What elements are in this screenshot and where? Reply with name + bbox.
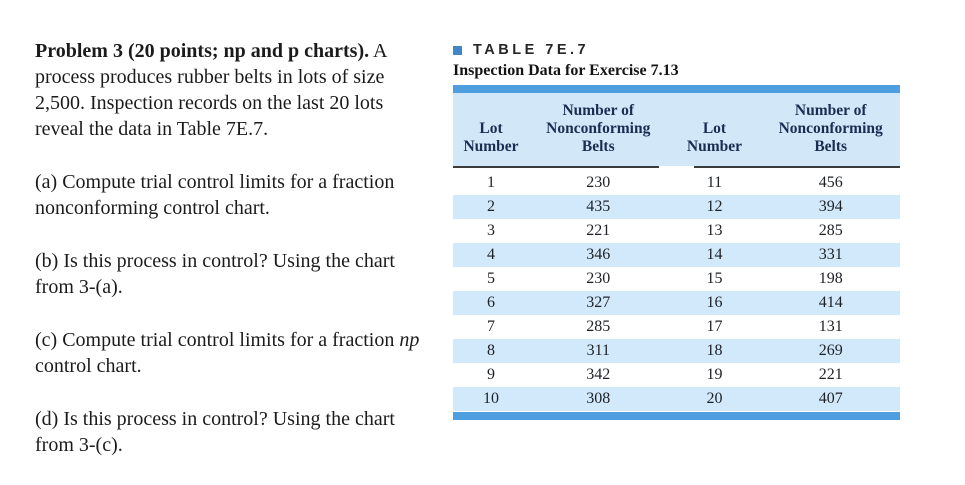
table-row: 8 311 18 269 xyxy=(453,339,900,363)
table-row: 1 230 11 456 xyxy=(453,171,900,195)
header-underline-gap xyxy=(659,166,695,168)
cell-lot: 7 xyxy=(486,318,495,335)
table-row: 9 342 19 221 xyxy=(453,363,900,387)
cell-lot: 15 xyxy=(706,270,723,287)
problem-part-b: (b) Is this process in control? Using th… xyxy=(35,250,395,298)
header-underline-left xyxy=(453,166,659,168)
problem-part-c: (c) Compute trial control limits for a f… xyxy=(35,327,437,379)
part-c-np: np xyxy=(399,329,420,351)
table-row: 2 435 12 394 xyxy=(453,195,900,219)
header-nonconforming-belts-1: Number of Nonconforming Belts xyxy=(546,102,651,155)
cell-lot: 8 xyxy=(486,342,495,359)
table-row: 10 308 20 407 xyxy=(453,387,900,411)
cell-belts: 131 xyxy=(818,318,843,335)
problem-part-a: (a) Compute trial control limits for a f… xyxy=(35,171,395,219)
table-caption: Inspection Data for Exercise 7.13 xyxy=(453,62,679,79)
table-header-row: Lot Number Number of Nonconforming Belts… xyxy=(453,93,900,166)
cell-belts: 331 xyxy=(818,246,843,263)
cell-belts: 285 xyxy=(818,222,843,239)
table-row: 3 221 13 285 xyxy=(453,219,900,243)
table-row: 6 327 16 414 xyxy=(453,291,900,315)
cell-lot: 4 xyxy=(486,246,495,263)
cell-belts: 221 xyxy=(818,366,843,383)
cell-belts: 230 xyxy=(586,270,611,287)
table-body: 1 230 11 456 2 435 12 394 3 221 13 285 4… xyxy=(453,168,900,411)
header-lot-number-1: Lot Number xyxy=(463,120,519,155)
problem-title: Problem 3 (20 points; np and p charts). xyxy=(35,40,370,62)
cell-lot: 16 xyxy=(706,294,723,311)
cell-belts: 346 xyxy=(586,246,611,263)
cell-belts: 456 xyxy=(818,174,843,191)
cell-belts: 308 xyxy=(586,390,611,407)
header-underline-right xyxy=(694,166,900,168)
table-top-bar xyxy=(453,85,900,93)
problem-statement: Problem 3 (20 points; np and p charts). … xyxy=(35,38,437,485)
cell-belts: 342 xyxy=(586,366,611,383)
cell-lot: 17 xyxy=(706,318,723,335)
cell-lot: 5 xyxy=(486,270,495,287)
header-underline xyxy=(453,166,900,168)
cell-lot: 18 xyxy=(706,342,723,359)
cell-belts: 394 xyxy=(818,198,843,215)
cell-lot: 9 xyxy=(486,366,495,383)
table-row: 7 285 17 131 xyxy=(453,315,900,339)
table-bottom-bar xyxy=(453,412,900,420)
square-bullet-icon xyxy=(453,45,462,55)
table-7e7: TABLE 7E.7 Inspection Data for Exercise … xyxy=(453,42,900,420)
cell-belts: 221 xyxy=(586,222,611,239)
part-c-suffix: control chart. xyxy=(35,355,142,377)
header-lot-number-2: Lot Number xyxy=(686,120,743,155)
cell-belts: 311 xyxy=(586,342,610,359)
cell-belts: 414 xyxy=(818,294,843,311)
problem-intro-text: A process produces rubber belts in lots … xyxy=(35,40,387,140)
cell-lot: 3 xyxy=(486,222,495,239)
cell-belts: 230 xyxy=(586,174,611,191)
cell-lot: 19 xyxy=(706,366,723,383)
table-label-row: TABLE 7E.7 xyxy=(453,42,900,58)
cell-lot: 14 xyxy=(706,246,723,263)
problem-intro-paragraph: Problem 3 (20 points; np and p charts). … xyxy=(35,38,437,142)
cell-belts: 435 xyxy=(586,198,611,215)
table-row: 4 346 14 331 xyxy=(453,243,900,267)
problem-part-d: (d) Is this process in control? Using th… xyxy=(35,408,395,456)
part-c-prefix: (c) Compute trial control limits for a f… xyxy=(35,329,400,351)
cell-lot: 13 xyxy=(706,222,723,239)
cell-lot: 11 xyxy=(706,174,723,191)
cell-lot: 10 xyxy=(482,390,499,407)
cell-lot: 20 xyxy=(706,390,723,407)
cell-lot: 2 xyxy=(486,198,495,215)
header-nonconforming-belts-2: Number of Nonconforming Belts xyxy=(778,102,883,155)
table-row: 5 230 15 198 xyxy=(453,267,900,291)
table-label: TABLE 7E.7 xyxy=(473,42,590,58)
cell-lot: 1 xyxy=(486,174,495,191)
cell-lot: 6 xyxy=(486,294,495,311)
cell-belts: 269 xyxy=(818,342,843,359)
cell-belts: 407 xyxy=(818,390,843,407)
cell-belts: 327 xyxy=(586,294,611,311)
cell-lot: 12 xyxy=(706,198,723,215)
cell-belts: 285 xyxy=(586,318,611,335)
cell-belts: 198 xyxy=(818,270,843,287)
